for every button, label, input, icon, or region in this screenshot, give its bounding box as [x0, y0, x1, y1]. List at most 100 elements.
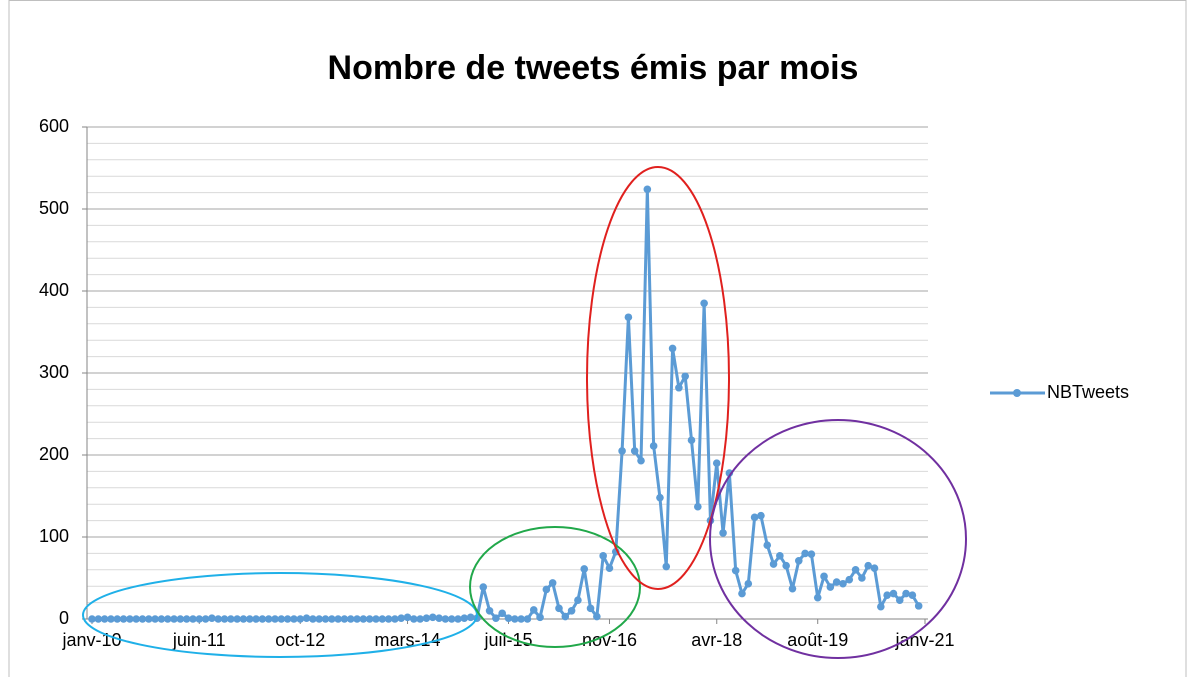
point-marker — [712, 459, 721, 468]
x-tick-label: avr-18 — [691, 630, 742, 650]
point-marker — [384, 615, 393, 623]
annotation-ellipse — [82, 572, 478, 658]
point-marker — [290, 615, 298, 623]
point-marker — [182, 615, 191, 623]
y-tick-label: 100 — [39, 526, 69, 546]
point-marker — [309, 615, 317, 623]
point-marker — [763, 541, 772, 549]
point-marker — [100, 615, 109, 623]
point-marker — [529, 606, 538, 614]
point-marker — [359, 615, 368, 623]
point-marker — [252, 615, 260, 623]
point-marker — [144, 615, 153, 623]
point-marker — [649, 442, 658, 450]
y-tick-label: 300 — [39, 362, 69, 382]
point-marker — [485, 607, 494, 615]
point-marker — [157, 615, 166, 623]
x-tick-label: juil-15 — [483, 630, 532, 650]
annotation-ellipse — [469, 526, 641, 648]
point-marker — [517, 615, 525, 623]
point-marker — [151, 615, 159, 623]
chart-title: Nombre de tweets émis par mois — [328, 49, 859, 87]
point-marker — [637, 456, 645, 465]
point-marker — [864, 561, 873, 570]
point-marker — [208, 614, 216, 622]
point-marker — [826, 583, 835, 591]
point-marker — [422, 614, 431, 622]
point-marker — [163, 615, 172, 623]
point-marker — [548, 579, 557, 587]
point-marker — [126, 615, 134, 623]
y-tick-label: 600 — [39, 116, 69, 136]
point-marker — [176, 615, 185, 623]
point-marker — [302, 614, 311, 622]
point-marker — [776, 552, 784, 560]
point-marker — [233, 615, 241, 623]
point-marker — [391, 615, 399, 623]
point-marker — [372, 615, 380, 623]
point-marker — [782, 561, 790, 570]
point-marker — [839, 579, 847, 588]
point-marker — [662, 562, 671, 571]
point-marker — [656, 493, 664, 502]
point-marker — [807, 550, 816, 559]
annotation-ellipse — [709, 419, 967, 659]
point-marker — [94, 615, 103, 623]
point-marker — [801, 549, 809, 558]
point-marker — [813, 593, 822, 602]
point-marker — [605, 564, 614, 572]
point-marker — [492, 614, 500, 622]
point-marker — [264, 615, 273, 623]
point-marker — [447, 615, 456, 623]
point-marker — [624, 313, 633, 322]
y-tick-label: 200 — [39, 444, 69, 464]
x-tick-label: janv-10 — [61, 630, 121, 650]
point-marker — [239, 615, 248, 623]
point-marker — [227, 615, 235, 623]
point-marker — [397, 614, 406, 622]
point-marker — [466, 613, 475, 622]
point-marker — [908, 591, 917, 600]
point-marker — [580, 565, 589, 573]
point-marker — [877, 602, 885, 611]
point-marker — [555, 604, 563, 613]
point-marker — [201, 615, 210, 623]
point-marker — [378, 615, 387, 623]
point-marker — [599, 552, 607, 560]
point-marker — [630, 447, 639, 455]
point-marker — [245, 615, 254, 623]
point-marker — [220, 615, 229, 623]
point-marker — [328, 615, 336, 623]
point-marker — [504, 614, 513, 622]
point-marker — [561, 612, 570, 621]
point-marker — [731, 566, 740, 575]
point-marker — [681, 372, 689, 381]
point-marker — [353, 615, 361, 623]
point-marker — [441, 615, 450, 623]
point-marker — [567, 607, 576, 615]
point-marker — [403, 613, 412, 622]
point-marker — [895, 596, 904, 604]
point-marker — [643, 185, 652, 194]
point-marker — [498, 609, 506, 618]
y-tick-label: 500 — [39, 198, 69, 218]
point-marker — [113, 615, 122, 623]
point-marker — [258, 615, 267, 623]
x-tick-label: mars-14 — [375, 630, 441, 650]
point-marker — [410, 615, 418, 623]
point-marker — [283, 615, 292, 623]
point-marker — [870, 564, 879, 572]
point-marker — [416, 615, 424, 623]
point-marker — [138, 615, 147, 623]
point-marker — [195, 615, 204, 623]
point-marker — [675, 383, 683, 392]
annotations — [82, 166, 967, 659]
point-marker — [107, 615, 115, 623]
x-tick-label: oct-12 — [275, 630, 325, 650]
point-marker — [832, 578, 841, 586]
point-marker — [700, 299, 708, 308]
x-tick-label: nov-16 — [582, 630, 637, 650]
point-marker — [668, 344, 677, 353]
point-marker — [858, 574, 866, 582]
point-marker — [88, 615, 96, 623]
